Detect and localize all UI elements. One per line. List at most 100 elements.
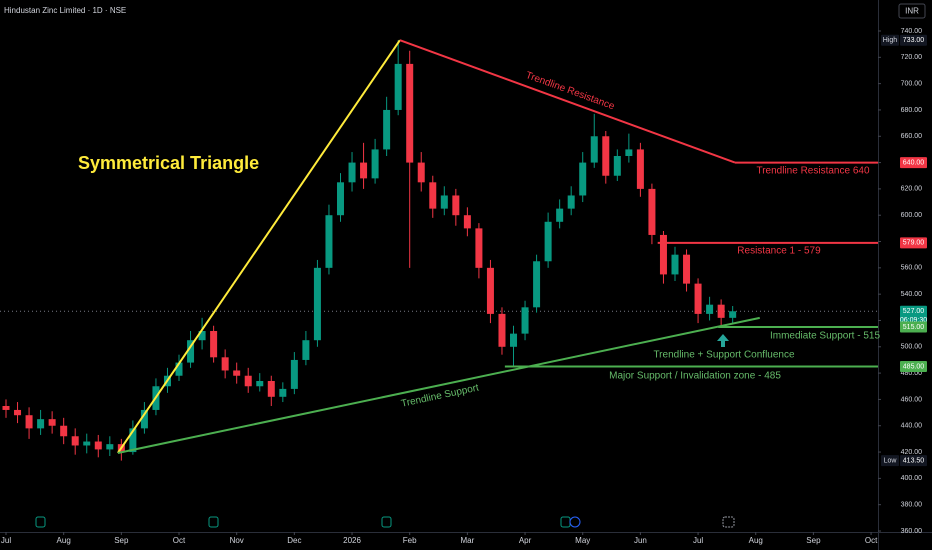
candle-body (2, 406, 10, 410)
candle-body (267, 381, 275, 397)
candle-body (221, 357, 229, 371)
candle-body (659, 234, 667, 275)
candle-body (71, 436, 79, 446)
y-tick-label: 740.00 (901, 28, 923, 35)
resistance-640-label: Trendline Resistance 640 (756, 166, 869, 177)
x-tick-label: May (575, 536, 590, 545)
x-tick-label: Mar (460, 536, 474, 545)
x-tick-label: 2026 (343, 536, 361, 545)
candle-body (579, 162, 587, 196)
y-tick-label: 660.00 (901, 133, 923, 140)
candle-body (325, 215, 333, 268)
currency-box[interactable] (898, 3, 926, 19)
y-tick-label: 400.00 (901, 475, 923, 482)
candle-body (417, 162, 425, 183)
event-icon[interactable] (208, 516, 219, 528)
candle-body (475, 228, 483, 268)
trend-line (117, 39, 401, 454)
candle-body (486, 267, 494, 314)
candle-body (648, 188, 656, 235)
y-tick-label: 620.00 (901, 186, 923, 193)
price-tag: Low (884, 457, 898, 464)
event-icon[interactable] (722, 516, 735, 528)
candle-body (210, 331, 218, 358)
candle-body (683, 254, 691, 284)
trend-line (117, 316, 760, 454)
candle-body (521, 307, 529, 334)
candle-body (233, 370, 241, 376)
y-tick-label: 700.00 (901, 80, 923, 87)
x-tick-label: Dec (287, 536, 301, 545)
candle-body (429, 182, 437, 209)
y-tick-label: 720.00 (901, 54, 923, 61)
candle-body (452, 195, 460, 216)
x-tick-label: Oct (865, 536, 878, 545)
x-tick-label: Jul (1, 536, 11, 545)
price-tag-box (881, 34, 899, 46)
candle-body (590, 136, 598, 163)
event-icon[interactable] (35, 516, 46, 528)
candle-body (83, 441, 91, 446)
y-tick-label: 480.00 (901, 370, 923, 377)
event-icon[interactable] (381, 516, 392, 528)
candle-body (394, 63, 402, 110)
x-tick-label: Jun (634, 536, 647, 545)
x-tick-label: Oct (173, 536, 186, 545)
candle-body (25, 415, 33, 429)
y-tick-label: 420.00 (901, 449, 923, 456)
candle-body (198, 331, 206, 341)
candle-body (556, 208, 564, 222)
price-label-box (900, 157, 927, 169)
price-label: 733.00 (903, 37, 925, 44)
candle-body (140, 409, 148, 429)
candle-body (510, 333, 518, 347)
y-tick-label: 500.00 (901, 344, 923, 351)
trend-line (399, 39, 736, 164)
candle-body (302, 340, 310, 360)
currency[interactable]: INR (905, 7, 919, 16)
symbol-title: Hindustan Zinc Limited · 1D · NSE (4, 6, 126, 15)
candle-body (290, 359, 298, 389)
candle-body (729, 311, 737, 318)
candle-body (37, 419, 45, 429)
y-tick-label: 600.00 (901, 212, 923, 219)
candle-body (463, 215, 471, 229)
confluence-label: Trendline + Support Confluence (653, 350, 795, 361)
price-label: 579.00 (903, 240, 925, 247)
support-515-label: Immediate Support - 515 (770, 331, 880, 342)
price-label-box (900, 34, 927, 46)
price-countdown: 06:09:30 (900, 317, 927, 324)
candle-body (106, 444, 114, 450)
candle-body (256, 381, 264, 387)
candle-body (14, 409, 22, 416)
price-label-box (900, 455, 927, 467)
candle-body (175, 362, 183, 376)
candle-body (94, 441, 102, 450)
candle-body (360, 162, 368, 179)
candle-body (694, 283, 702, 314)
y-tick-label: 380.00 (901, 502, 923, 509)
y-tick-label: 540.00 (901, 291, 923, 298)
price-label: 485.00 (903, 363, 925, 370)
y-tick-label: 460.00 (901, 396, 923, 403)
x-tick-label: Aug (749, 536, 763, 545)
x-tick-label: Sep (114, 536, 129, 545)
candle-body (613, 156, 621, 176)
support-485-label: Major Support / Invalidation zone - 485 (609, 371, 781, 382)
price-label-box (900, 361, 927, 373)
candle-body (187, 340, 195, 363)
price-tag-box (881, 455, 899, 467)
price-tag: High (883, 37, 898, 44)
candle-body (129, 428, 137, 453)
y-tick-label: 680.00 (901, 107, 923, 114)
price-label-box (900, 321, 927, 333)
x-tick-label: Feb (403, 536, 417, 545)
event-icon[interactable] (569, 516, 581, 528)
candle-body (336, 182, 344, 216)
price-label: 527.00 (903, 308, 925, 315)
candle-body (717, 304, 725, 318)
triangle-label: Symmetrical Triangle (78, 153, 259, 173)
